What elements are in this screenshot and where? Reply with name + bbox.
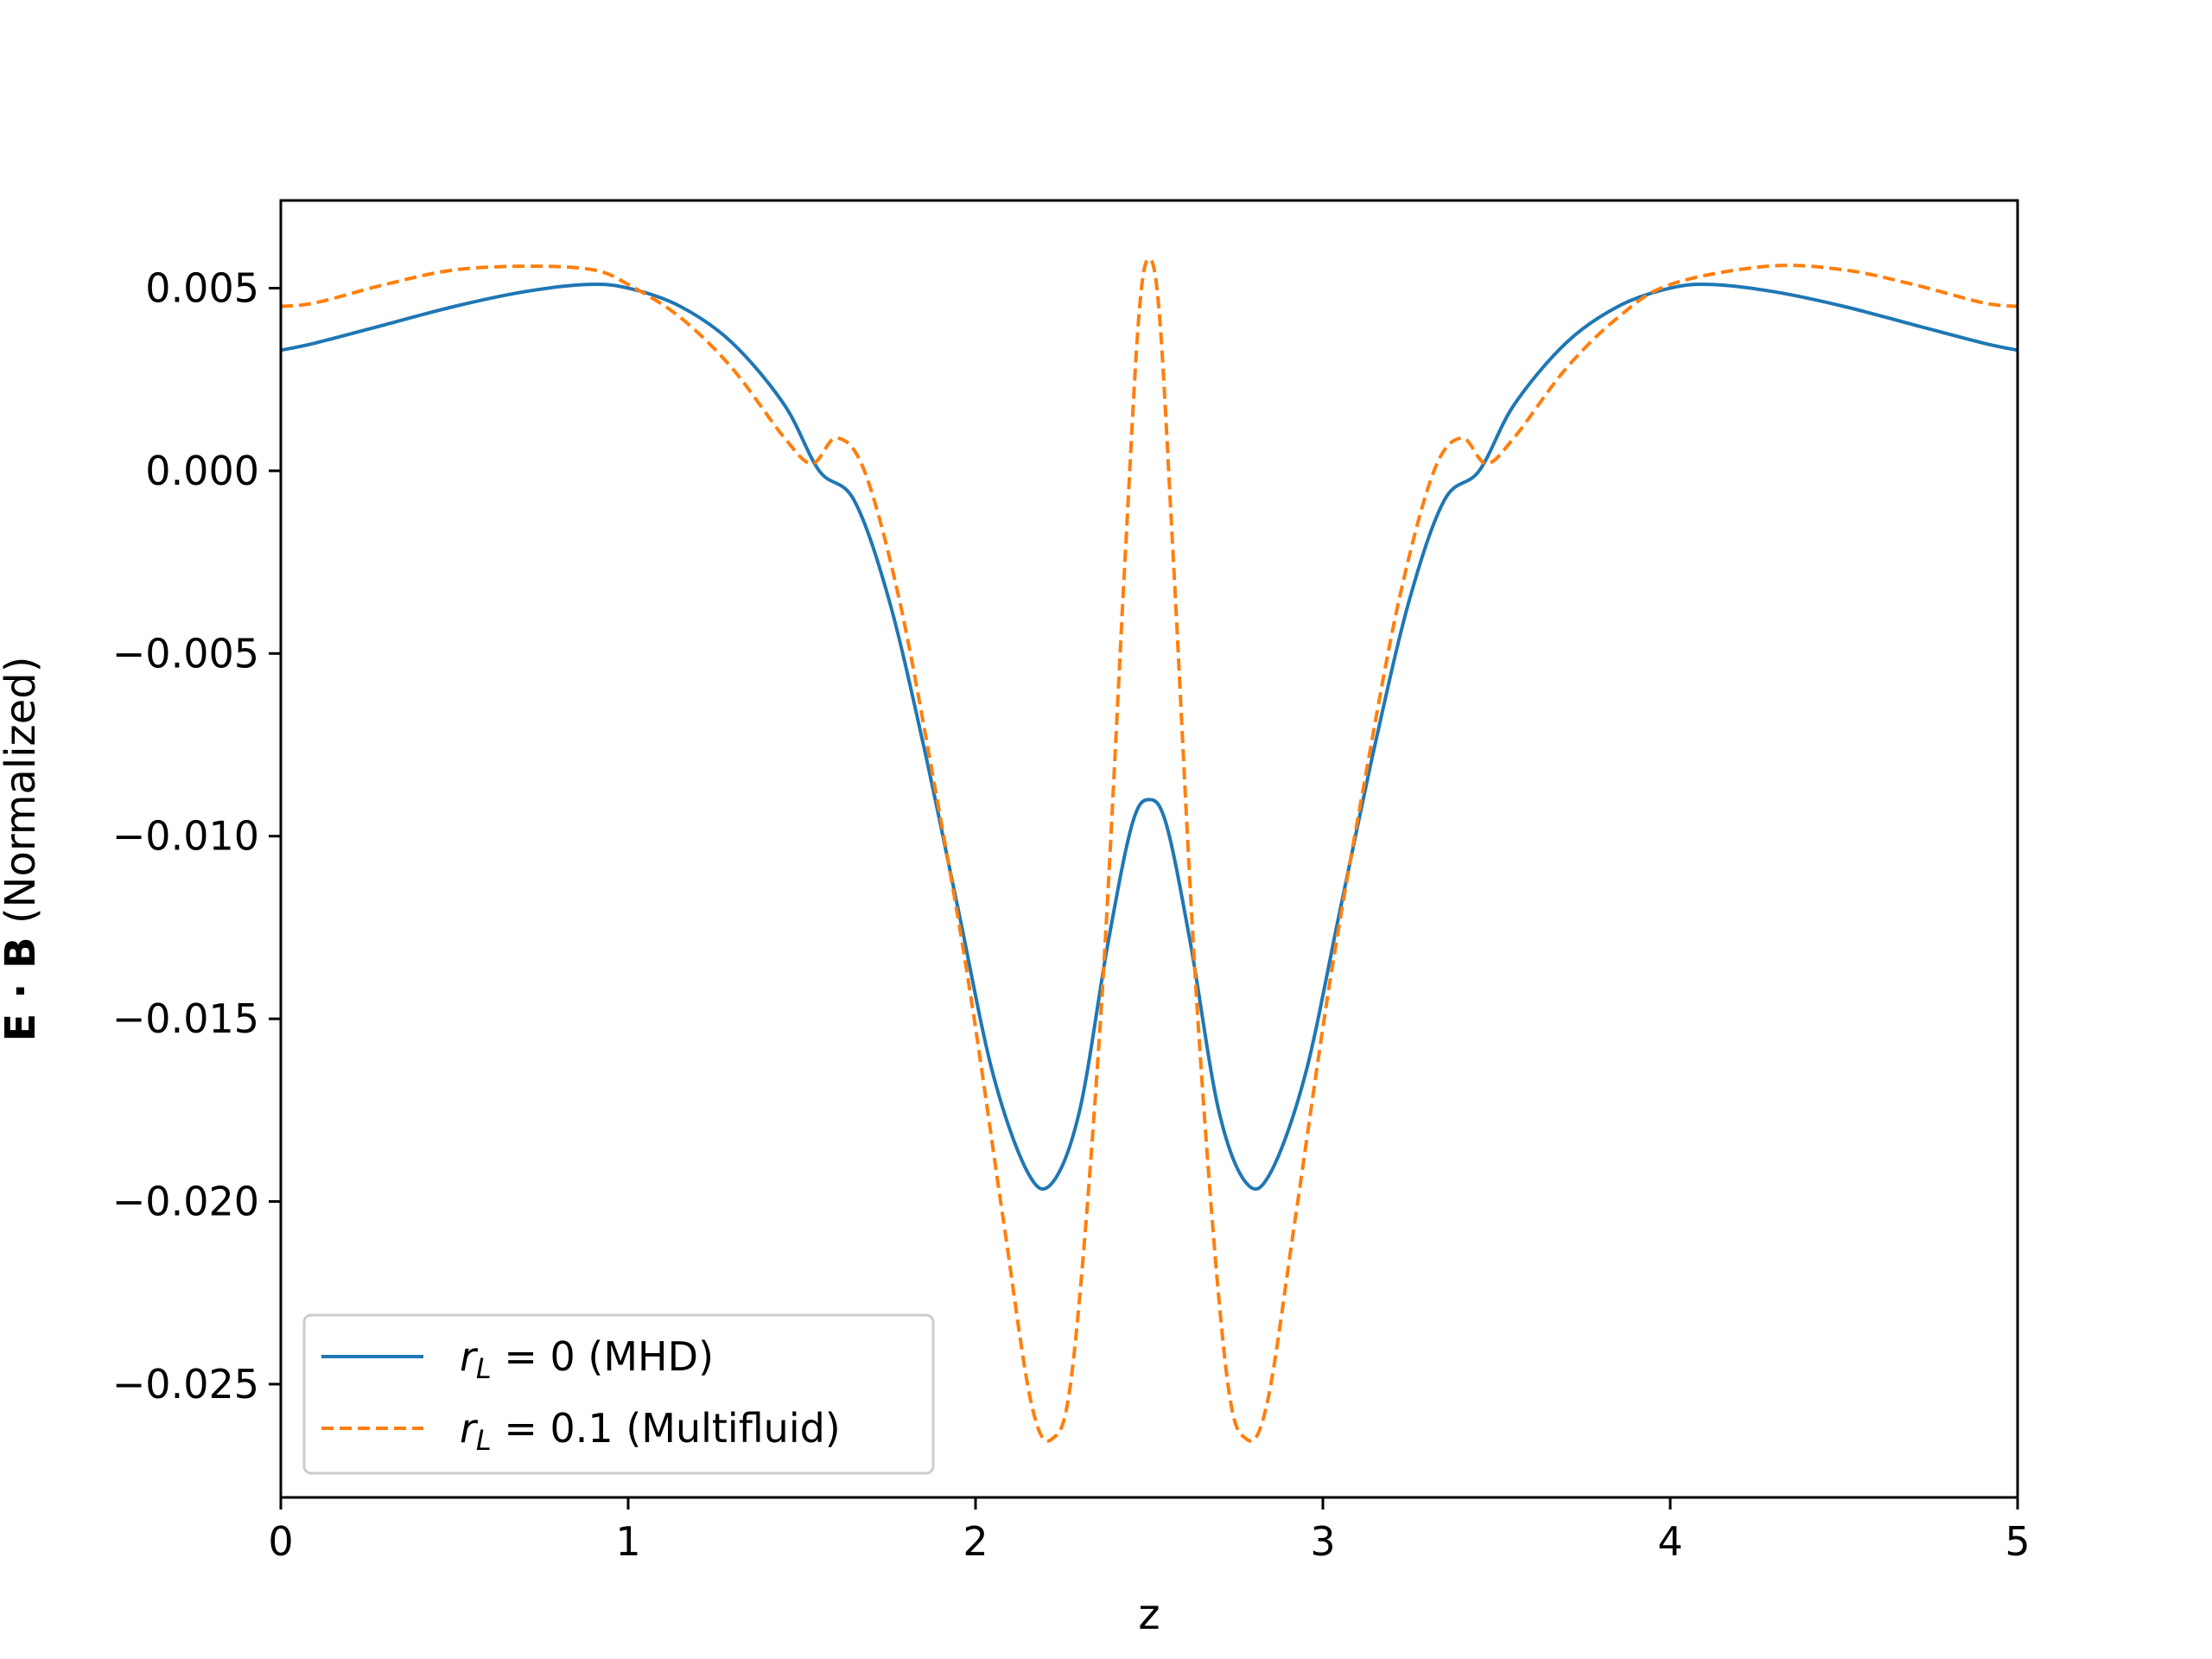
x-tick-label: 1 [615, 1518, 640, 1565]
y-axis-label: E · B (Normalized) [0, 657, 45, 1042]
y-tick-label: 0.005 [145, 264, 259, 311]
y-axis-ticks: 0.005 0.000 −0.005 −0.010 −0.015 −0.020 −0.025 [112, 264, 281, 1408]
x-tick-label: 5 [2005, 1518, 2030, 1565]
series-line-mhd [281, 283, 2018, 1192]
y-tick-label: −0.020 [112, 1179, 259, 1225]
y-axis-label-rest: (Normalized) [0, 657, 45, 938]
legend: rL = 0 (MHD) rL = 0.1 (Multifluid) [302, 1313, 935, 1475]
y-tick-label: −0.010 [112, 813, 259, 860]
legend-label: rL = 0 (MHD) [460, 1333, 714, 1385]
x-tick-label: 0 [268, 1518, 293, 1565]
series-line-multifluid [281, 257, 2018, 1443]
plot-frame [279, 199, 2019, 1499]
x-axis-label: z [1138, 1591, 1160, 1639]
x-tick-label: 2 [963, 1518, 988, 1565]
y-axis-label-bold: E · B [0, 937, 45, 1041]
x-axis-ticks: 0 1 2 3 4 5 [268, 1497, 2031, 1565]
legend-box [302, 1313, 935, 1475]
y-tick-label: −0.005 [112, 630, 259, 677]
series-layer [281, 257, 2018, 1443]
y-tick-label: 0.000 [145, 448, 259, 494]
legend-label: rL = 0.1 (Multifluid) [460, 1405, 841, 1457]
y-tick-label: −0.015 [112, 995, 259, 1042]
x-tick-label: 4 [1657, 1518, 1682, 1565]
y-tick-label: −0.025 [112, 1361, 259, 1408]
x-tick-label: 3 [1310, 1518, 1335, 1565]
